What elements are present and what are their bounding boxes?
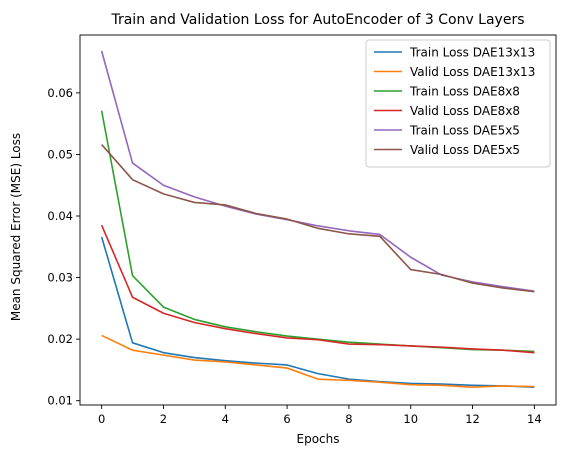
x-axis: 0 2 4 6 8 10 12 14	[98, 405, 542, 426]
y-tick-label: 0.06	[47, 86, 73, 100]
plot-frame	[79, 34, 557, 406]
plot-area	[79, 34, 557, 406]
y-tick-label: 0.05	[47, 147, 73, 161]
x-tick-label: 14	[527, 412, 542, 426]
x-axis-label: Epochs	[297, 432, 340, 446]
y-axis: 0.01 0.02 0.03 0.04 0.05 0.06	[47, 86, 80, 408]
legend-label: Train Loss DAE13x13	[409, 46, 535, 60]
legend-label: Train Loss DAE8x8	[409, 85, 520, 99]
x-tick-label: 2	[160, 412, 167, 426]
x-tick-label: 10	[403, 412, 418, 426]
y-axis-label: Mean Squared Error (MSE) Loss	[9, 133, 23, 321]
y-tick-label: 0.02	[47, 332, 73, 346]
legend-label: Valid Loss DAE13x13	[410, 65, 535, 79]
x-tick-label: 6	[283, 412, 290, 426]
y-tick-label: 0.03	[47, 271, 73, 285]
y-tick-label: 0.01	[47, 394, 73, 408]
y-tick-label: 0.04	[47, 209, 73, 223]
series-lines	[100, 50, 535, 388]
x-tick-label: 12	[465, 412, 480, 426]
x-tick-label: 8	[345, 412, 352, 426]
legend-label: Train Loss DAE5x5	[409, 124, 520, 138]
chart-title: Train and Validation Loss for AutoEncode…	[110, 12, 524, 28]
series-line-train-loss-dae13x13	[100, 236, 535, 388]
legend-label: Valid Loss DAE5x5	[410, 143, 520, 157]
legend-box	[365, 39, 551, 168]
series-line-valid-loss-dae8x8	[100, 224, 535, 354]
series-line-valid-loss-dae5x5	[101, 144, 535, 293]
legend-label: Valid Loss DAE8x8	[410, 104, 520, 118]
legend: Train Loss DAE13x13 Valid Loss DAE13x13 Tr…	[365, 39, 551, 168]
series-line-valid-loss-dae13x13	[101, 334, 535, 388]
x-tick-label: 4	[222, 412, 229, 426]
x-tick-label: 0	[98, 412, 105, 426]
